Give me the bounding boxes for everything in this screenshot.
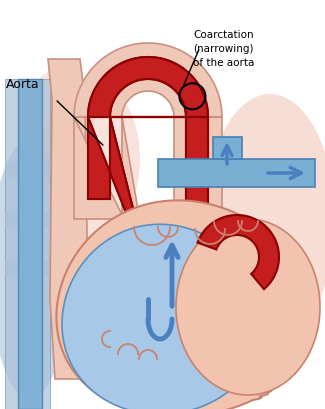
Polygon shape: [57, 201, 317, 409]
Polygon shape: [88, 58, 208, 409]
Polygon shape: [5, 162, 70, 178]
Polygon shape: [5, 211, 70, 227]
Polygon shape: [213, 138, 242, 160]
Polygon shape: [158, 160, 315, 188]
Polygon shape: [62, 225, 262, 409]
Polygon shape: [5, 261, 70, 277]
Polygon shape: [5, 80, 50, 409]
Polygon shape: [18, 80, 42, 409]
Text: Coarctation: Coarctation: [193, 30, 254, 40]
Polygon shape: [74, 44, 222, 409]
Polygon shape: [176, 220, 320, 395]
Polygon shape: [88, 58, 208, 409]
Ellipse shape: [40, 80, 140, 239]
Text: Aorta: Aorta: [6, 78, 40, 91]
Polygon shape: [48, 60, 88, 379]
Ellipse shape: [0, 139, 70, 399]
Text: of the aorta: of the aorta: [193, 58, 254, 68]
Ellipse shape: [25, 70, 95, 170]
Polygon shape: [153, 389, 175, 409]
Polygon shape: [198, 216, 279, 290]
Text: (narrowing): (narrowing): [193, 44, 254, 54]
Ellipse shape: [205, 95, 325, 344]
